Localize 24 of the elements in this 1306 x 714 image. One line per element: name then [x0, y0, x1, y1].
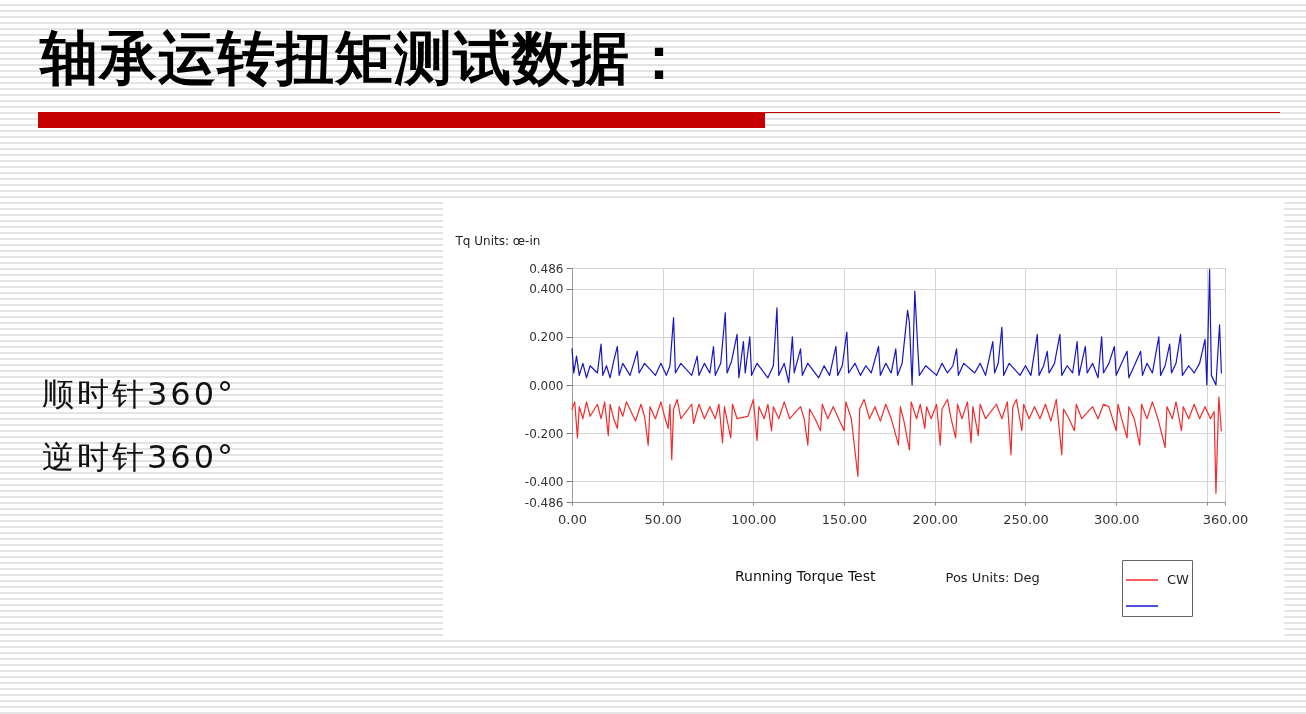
x-tick-label: 250.00 [1003, 511, 1049, 527]
y-tick-label: 0.486 [529, 261, 564, 276]
y-tick-label: 0.000 [529, 378, 564, 393]
text: 顺时针360° [42, 375, 237, 413]
x-tick-label: 200.00 [912, 511, 959, 527]
text: 逆时针360° [42, 438, 237, 476]
x-tick-label: 0.00 [558, 511, 587, 527]
chart-title: 轴承运转扭矩测试数据： [40, 24, 689, 92]
y-tick-label: -0.200 [524, 426, 564, 441]
x-tick-label: 360.00 [1202, 511, 1249, 527]
x-tick-label: 300.00 [1093, 511, 1140, 527]
legend-label: CW [1167, 572, 1190, 587]
x-tick-label: 50.00 [644, 511, 682, 527]
line-series [571, 396, 1222, 494]
x-axis-title: Pos Units: Deg [945, 569, 1040, 585]
x-tick-label: 100.00 [731, 511, 777, 527]
y-tick-label: -0.400 [524, 474, 564, 489]
y-axis-title: Tq Units: œ-in [454, 233, 541, 248]
line-series [571, 268, 1222, 386]
y-tick-label: 0.400 [529, 282, 564, 297]
text: Running Torque Test [735, 568, 876, 585]
x-tick-label: 150.00 [821, 511, 868, 527]
y-tick-label: 0.200 [529, 330, 564, 345]
y-tick-label: -0.486 [524, 495, 564, 510]
